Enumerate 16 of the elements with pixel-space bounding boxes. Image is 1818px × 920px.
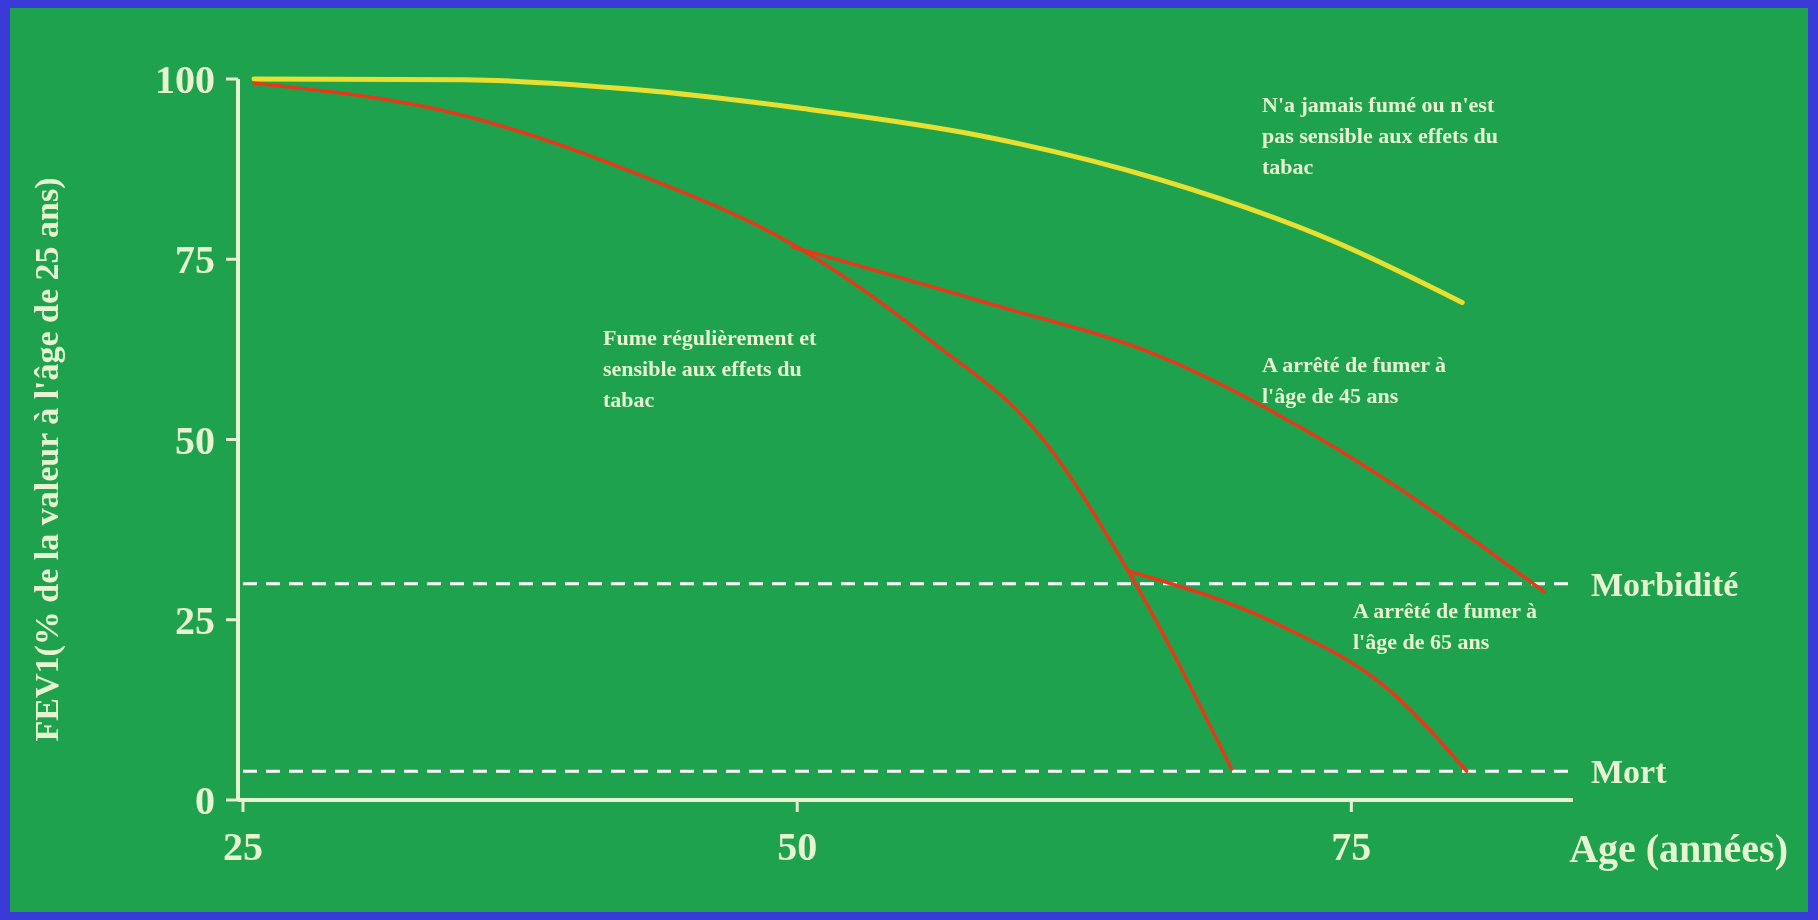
y-tick-label: 50: [175, 417, 215, 463]
y-axis-title: FEV1(% de la valeur à l'âge de 25 ans): [28, 177, 66, 742]
x-axis-title: Age (années): [1569, 826, 1788, 871]
y-tick-label: 25: [175, 597, 215, 643]
y-tick-label: 0: [195, 778, 215, 823]
text: Fume régulièrement et sensible aux effets du tabac: [603, 325, 818, 412]
series-label: A arrêté de fumer à l'âge de 65 ans: [1353, 598, 1538, 654]
x-tick-label: 50: [777, 824, 818, 869]
y-tick-label: 75: [175, 237, 215, 283]
ref-line-label: Mort: [1591, 753, 1668, 791]
y-tick-label: 100: [155, 57, 215, 102]
x-tick-label: 25: [223, 824, 263, 869]
series-label: A arrêté de fumer à l'âge de 45 ans: [1262, 352, 1447, 408]
x-tick-label: 75: [1331, 824, 1372, 869]
series-label: N'a jamais fumé ou n'est pas sensible aux effets du tabac: [1262, 92, 1498, 179]
ref-line-label: Morbidité: [1591, 565, 1739, 603]
